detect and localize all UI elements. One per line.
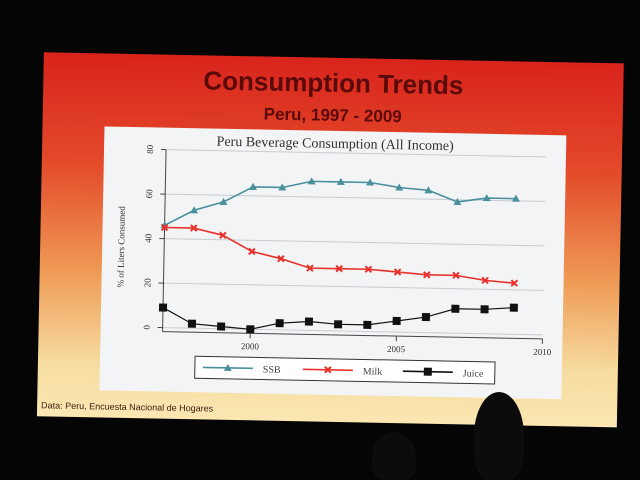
legend-marker — [223, 363, 232, 371]
ssb-point — [482, 194, 491, 202]
x-axis-line — [162, 331, 543, 340]
legend-marker — [324, 366, 332, 374]
milk-point — [452, 271, 460, 280]
marker-stroke — [190, 224, 198, 232]
milk-point — [510, 279, 519, 287]
legend-label: Milk — [363, 366, 383, 377]
marker-stroke — [364, 265, 373, 273]
juice-point — [421, 313, 431, 322]
juice-point — [275, 319, 284, 328]
marker-stroke — [481, 276, 489, 285]
line-chart: Peru Beverage Consumption (All Income) %… — [115, 135, 552, 385]
marker-stroke — [324, 366, 332, 374]
milk-point — [277, 254, 285, 263]
ssb-point — [190, 206, 199, 214]
y-axis-label: % of Liters Consumed — [115, 206, 127, 288]
juice-point — [304, 317, 314, 326]
ssb-line — [164, 180, 516, 226]
gridline — [163, 282, 544, 291]
milk-point — [306, 264, 314, 272]
gridline — [165, 193, 546, 202]
milk-line — [164, 226, 515, 284]
juice-line — [162, 307, 514, 330]
milk-point — [423, 271, 431, 279]
gridline — [166, 149, 546, 158]
milk-point — [248, 247, 256, 256]
marker-stroke — [393, 268, 402, 276]
marker-stroke — [160, 223, 169, 232]
chart-title: Peru Beverage Consumption (All Income) — [216, 135, 454, 155]
juice-point — [392, 316, 401, 326]
juice-point — [217, 322, 226, 331]
ssb-point — [278, 183, 287, 191]
x-tick-label: 2000 — [241, 341, 260, 351]
milk-point — [335, 264, 343, 273]
juice-point — [451, 304, 460, 313]
marker-stroke — [423, 271, 431, 279]
ssb-point — [395, 183, 404, 191]
legend-label: Juice — [463, 368, 484, 379]
marker-stroke — [335, 265, 343, 273]
ssb-point — [453, 197, 462, 206]
juice-point — [246, 325, 255, 334]
marker-stroke — [219, 231, 227, 239]
juice-point — [363, 320, 372, 329]
ssb-point — [424, 186, 433, 194]
y-tick-label: 40 — [143, 233, 153, 243]
y-tick-label: 0 — [142, 324, 152, 329]
ssb-point — [307, 177, 316, 185]
marker-stroke — [306, 264, 314, 272]
audience-head-silhouette — [372, 432, 416, 480]
y-axis-line — [162, 149, 167, 332]
marker-stroke — [248, 247, 256, 256]
juice-point — [480, 305, 489, 314]
gridline — [164, 238, 545, 247]
ssb-point — [511, 194, 520, 202]
y-tick-label: 80 — [145, 144, 155, 154]
marker-stroke — [510, 279, 519, 287]
presentation-slide: Consumption Trends Peru, 1997 - 2009 Per… — [36, 52, 624, 428]
ssb-point — [336, 177, 345, 186]
juice-point — [187, 319, 197, 328]
milk-point — [219, 231, 227, 240]
milk-point — [481, 276, 489, 285]
legend-marker — [423, 367, 432, 376]
juice-point — [158, 303, 168, 312]
y-tick-label: 20 — [142, 278, 152, 288]
audience-head-silhouette — [474, 392, 524, 480]
juice-point — [334, 320, 343, 329]
x-tick-label: 2010 — [533, 347, 552, 357]
juice-point — [509, 303, 518, 312]
ssb-point — [219, 197, 228, 206]
marker-stroke — [452, 271, 460, 280]
y-tick-label: 60 — [144, 189, 154, 199]
gridline — [162, 327, 543, 336]
x-tick-label: 2005 — [387, 344, 406, 354]
ssb-point — [248, 182, 257, 190]
milk-point — [160, 223, 169, 232]
ssb-point — [366, 178, 375, 186]
marker-stroke — [277, 255, 285, 263]
milk-point — [364, 265, 373, 273]
milk-point — [190, 224, 198, 232]
chart-panel: Peru Beverage Consumption (All Income) %… — [99, 126, 567, 400]
milk-point — [393, 268, 402, 276]
legend-label: SSB — [263, 365, 281, 376]
